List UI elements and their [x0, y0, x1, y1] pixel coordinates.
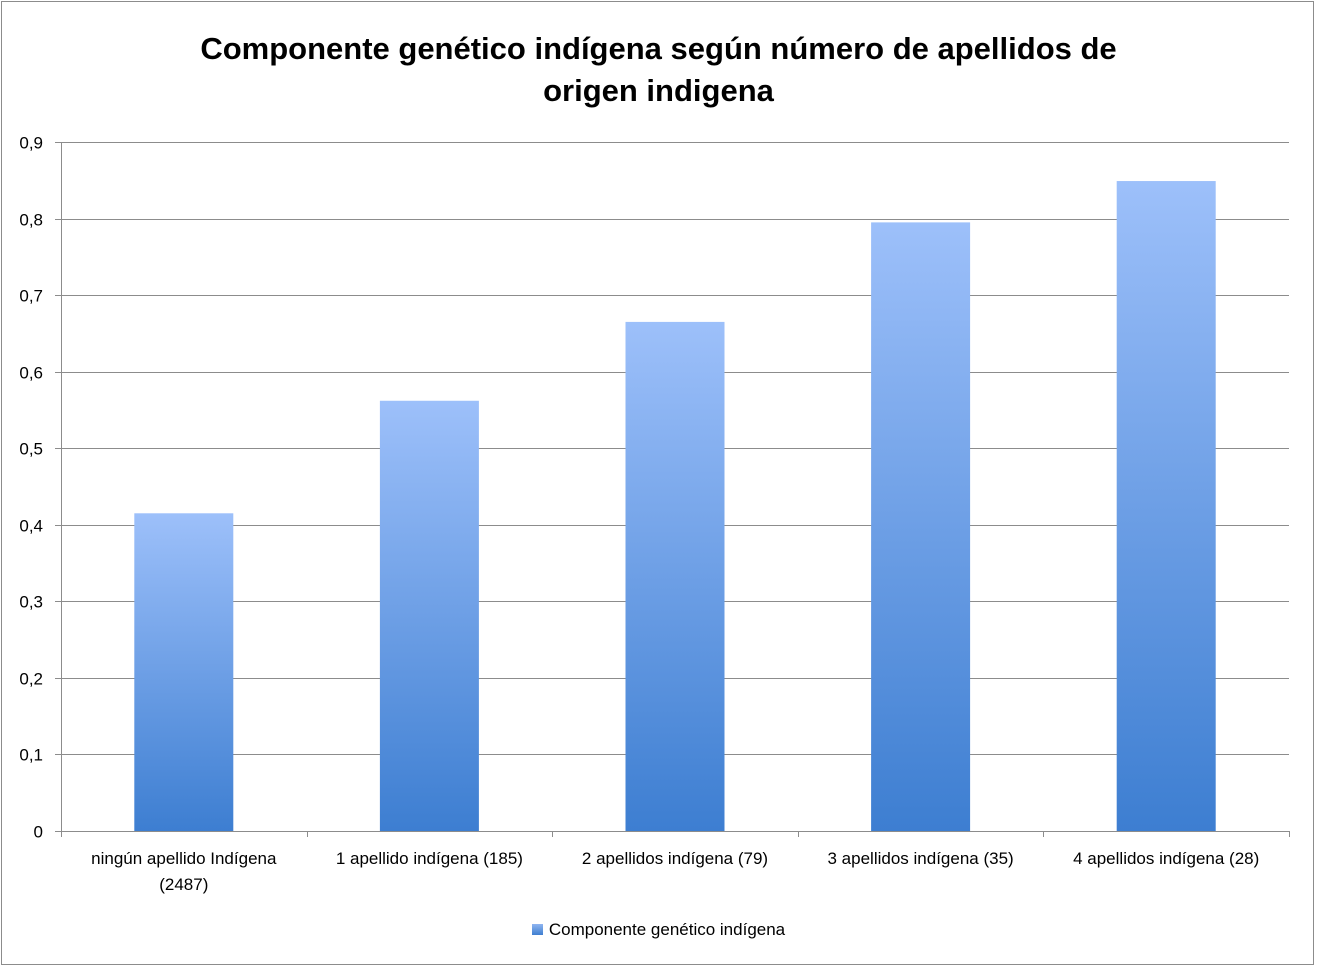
bar	[379, 400, 479, 831]
bar	[871, 222, 971, 832]
x-category-label: 2 apellidos indígena (79)	[582, 849, 768, 868]
x-category-label: 4 apellidos indígena (28)	[1073, 849, 1259, 868]
x-category-label: (2487)	[159, 875, 208, 894]
bar	[1116, 181, 1216, 831]
y-tick-label: 0,8	[19, 211, 43, 230]
legend-swatch	[531, 924, 543, 935]
y-tick-label: 0,5	[19, 440, 43, 459]
bar	[625, 321, 725, 831]
y-tick-label: 0	[34, 823, 43, 842]
chart-title-line-1: Componente genético indígena según númer…	[200, 31, 1117, 66]
chart-title: Componente genético indígena según númer…	[0, 28, 1317, 112]
x-category-label: 3 apellidos indígena (35)	[828, 849, 1014, 868]
y-tick-label: 0,1	[19, 746, 43, 765]
y-tick-label: 0,4	[19, 517, 43, 536]
y-tick-label: 0,9	[19, 134, 43, 153]
y-tick-label: 0,7	[19, 287, 43, 306]
legend: Componente genético indígena	[0, 920, 1317, 940]
y-tick-label: 0,6	[19, 364, 43, 383]
y-tick-label: 0,2	[19, 670, 43, 689]
legend-label: Componente genético indígena	[548, 920, 786, 939]
x-category-label: 1 apellido indígena (185)	[336, 849, 523, 868]
bar	[134, 513, 234, 831]
y-tick-label: 0,3	[19, 593, 43, 612]
x-category-label: ningún apellido Indígena	[91, 849, 277, 868]
chart-title-line-2: origen indigena	[543, 73, 774, 108]
